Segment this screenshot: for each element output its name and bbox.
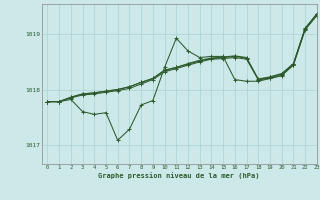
X-axis label: Graphe pression niveau de la mer (hPa): Graphe pression niveau de la mer (hPa) bbox=[99, 172, 260, 179]
